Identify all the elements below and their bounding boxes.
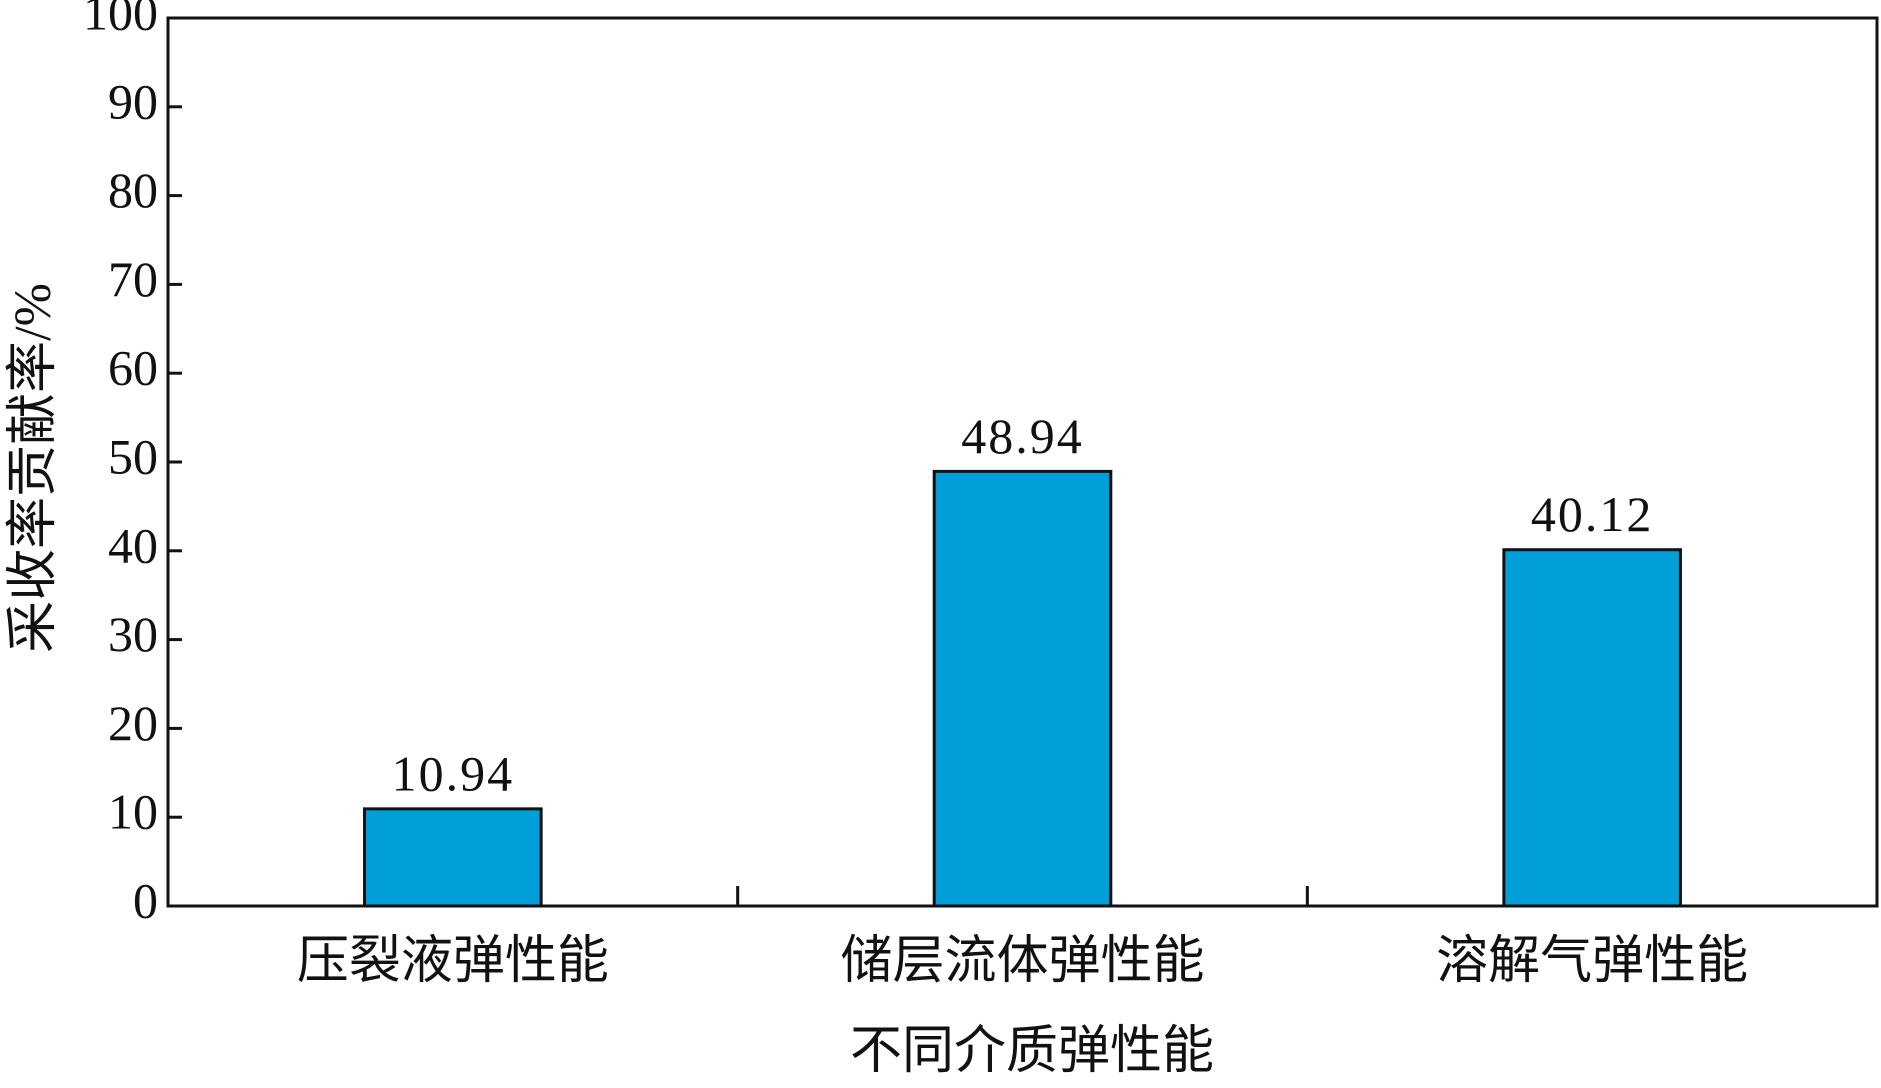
x-axis-title: 不同介质弹性能 [850, 1023, 1214, 1080]
y-axis-title: 采收率贡献率/% [5, 283, 62, 653]
bar [1502, 548, 1682, 908]
y-tick-label: 40 [108, 517, 158, 573]
y-tick-label: 30 [108, 606, 158, 662]
y-tick-label: 70 [108, 251, 158, 307]
y-tick-label: 80 [108, 162, 158, 218]
value-label: 10.94 [392, 745, 515, 801]
bar [932, 469, 1113, 908]
y-tick-label: 20 [108, 695, 158, 751]
x-tick-label: 溶解气弹性能 [1436, 933, 1748, 990]
bar [363, 807, 543, 908]
y-tick-label: 100 [83, 0, 158, 40]
plot-frame [166, 16, 1879, 908]
y-tick-label: 0 [133, 872, 158, 928]
x-tick-label: 储层流体弹性能 [840, 933, 1204, 990]
value-label: 40.12 [1531, 486, 1654, 542]
y-tick-label: 10 [108, 784, 158, 840]
y-tick-label: 90 [108, 73, 158, 129]
y-tick-label: 60 [108, 340, 158, 396]
y-tick-label: 50 [108, 428, 158, 484]
value-label: 48.94 [961, 408, 1084, 464]
x-tick-label: 压裂液弹性能 [297, 933, 609, 990]
